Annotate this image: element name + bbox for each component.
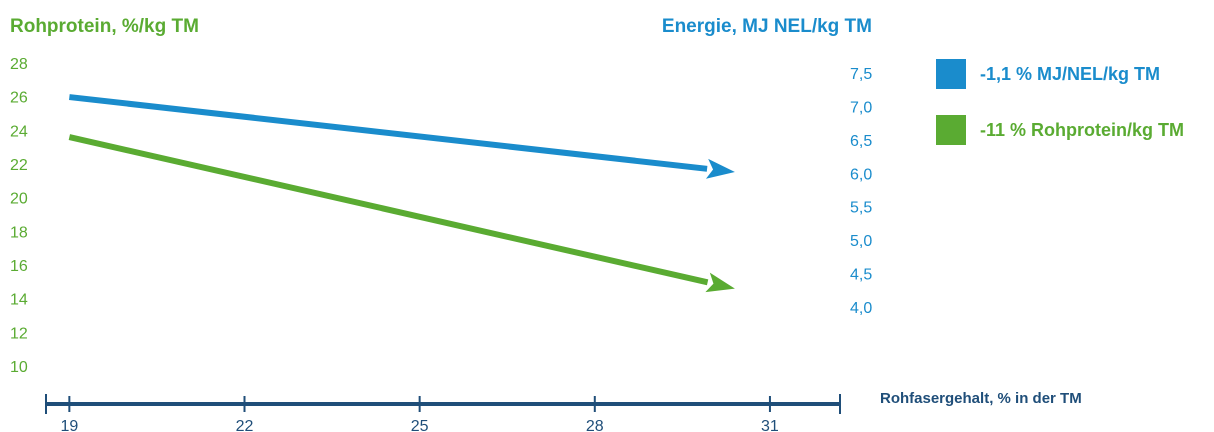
legend: -1,1 % MJ/NEL/kg TM -11 % Rohprotein/kg …	[936, 58, 1184, 170]
tick-label-right-6: 7,0	[850, 99, 872, 116]
tick-label-left-3: 16	[10, 258, 28, 275]
x-tick-label-1: 22	[236, 418, 254, 432]
tick-label-left-7: 24	[10, 123, 28, 140]
tick-label-right-2: 5,0	[850, 233, 872, 250]
tick-label-left-8: 26	[10, 90, 28, 107]
legend-item-energy: -1,1 % MJ/NEL/kg TM	[936, 58, 1184, 90]
ticks-left: 10 12 14 16 18 20 22 24 26 28	[10, 56, 28, 376]
tick-label-right-3: 5,5	[850, 200, 872, 217]
x-tick-label-0: 19	[60, 418, 78, 432]
y-left-axis-title: Rohprotein, %/kg TM	[10, 16, 199, 37]
x-axis: 19 22 25 28 31	[45, 394, 841, 432]
tick-label-left-1: 12	[10, 325, 28, 342]
legend-swatch-energy	[936, 59, 966, 89]
tick-label-right-5: 6,5	[850, 133, 872, 150]
x-tick-label-3: 28	[586, 418, 604, 432]
tick-label-right-1: 4,5	[850, 267, 872, 284]
series-line-0	[69, 94, 708, 172]
series	[68, 94, 735, 293]
series-arrowhead-0	[705, 158, 735, 179]
tick-label-left-9: 28	[10, 56, 28, 73]
tick-label-left-2: 14	[10, 292, 28, 309]
legend-swatch-protein	[936, 115, 966, 145]
series-arrowhead-1	[705, 272, 735, 293]
tick-label-left-0: 10	[10, 359, 28, 376]
tick-label-left-4: 18	[10, 224, 28, 241]
x-axis-title: Rohfasergehalt, % in der TM	[880, 390, 1082, 407]
tick-label-right-0: 4,0	[850, 300, 872, 317]
legend-label-energy: -1,1 % MJ/NEL/kg TM	[980, 63, 1161, 84]
series-line-1	[68, 134, 709, 286]
x-tick-label-4: 31	[761, 418, 779, 432]
tick-label-right-4: 6,0	[850, 166, 872, 183]
tick-label-left-6: 22	[10, 157, 28, 174]
legend-item-protein: -11 % Rohprotein/kg TM	[936, 114, 1184, 146]
tick-label-left-5: 20	[10, 191, 28, 208]
y-right-axis-title: Energie, MJ NEL/kg TM	[661, 16, 872, 37]
tick-label-right-7: 7,5	[850, 66, 872, 83]
ticks-right: 4,0 4,5 5,0 5,5 6,0 6,5 7,0 7,5	[850, 66, 872, 317]
x-tick-label-2: 25	[411, 418, 429, 432]
legend-label-protein: -11 % Rohprotein/kg TM	[980, 119, 1185, 140]
